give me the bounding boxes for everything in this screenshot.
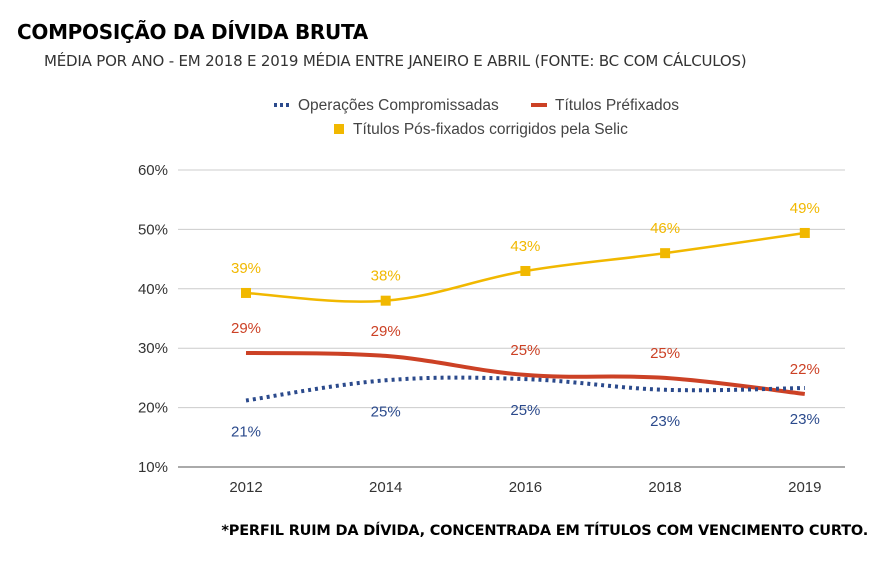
legend-swatch bbox=[334, 124, 344, 134]
legend-label: Operações Compromissadas bbox=[298, 97, 499, 114]
data-point-marker bbox=[380, 295, 391, 306]
data-label: 25% bbox=[371, 403, 401, 420]
data-label: 29% bbox=[371, 323, 401, 340]
y-tick-label: 10% bbox=[138, 459, 168, 476]
x-tick-label: 2014 bbox=[369, 479, 402, 496]
data-label: 22% bbox=[790, 361, 820, 378]
data-point-marker bbox=[660, 248, 671, 259]
x-tick-label: 2012 bbox=[229, 479, 262, 496]
chart-subtitle: MÉDIA POR ANO - EM 2018 E 2019 MÉDIA ENT… bbox=[44, 52, 747, 70]
chart-title: COMPOSIÇÃO DA DÍVIDA BRUTA bbox=[17, 20, 368, 44]
legend-label: Títulos Pós-fixados corrigidos pela Seli… bbox=[353, 121, 628, 138]
data-label: 29% bbox=[231, 320, 261, 337]
x-tick-label: 2019 bbox=[788, 479, 821, 496]
data-label: 39% bbox=[231, 260, 261, 277]
data-label: 25% bbox=[510, 342, 540, 359]
data-point-marker bbox=[241, 287, 251, 298]
data-label: 43% bbox=[510, 238, 540, 255]
data-point-marker bbox=[799, 227, 810, 238]
y-tick-label: 20% bbox=[138, 400, 168, 417]
data-label: 25% bbox=[650, 345, 680, 362]
data-label: 23% bbox=[650, 413, 680, 430]
x-tick-label: 2018 bbox=[648, 479, 681, 496]
data-label: 49% bbox=[790, 200, 820, 217]
data-label: 46% bbox=[650, 220, 680, 237]
legend-label: Títulos Préfixados bbox=[555, 97, 679, 114]
data-label: 25% bbox=[510, 402, 540, 419]
chart-footnote: *PERFIL RUIM DA DÍVIDA, CONCENTRADA EM T… bbox=[221, 523, 868, 539]
y-tick-label: 30% bbox=[138, 340, 168, 357]
data-label: 38% bbox=[371, 268, 401, 285]
series-line-1 bbox=[245, 350, 806, 396]
series-line-0 bbox=[245, 375, 805, 403]
data-point-marker bbox=[520, 265, 531, 276]
y-tick-label: 50% bbox=[138, 221, 168, 238]
data-label: 21% bbox=[231, 423, 261, 440]
data-label: 23% bbox=[790, 411, 820, 428]
x-tick-label: 2016 bbox=[509, 479, 542, 496]
y-tick-label: 60% bbox=[138, 162, 168, 179]
y-tick-label: 40% bbox=[138, 281, 168, 298]
